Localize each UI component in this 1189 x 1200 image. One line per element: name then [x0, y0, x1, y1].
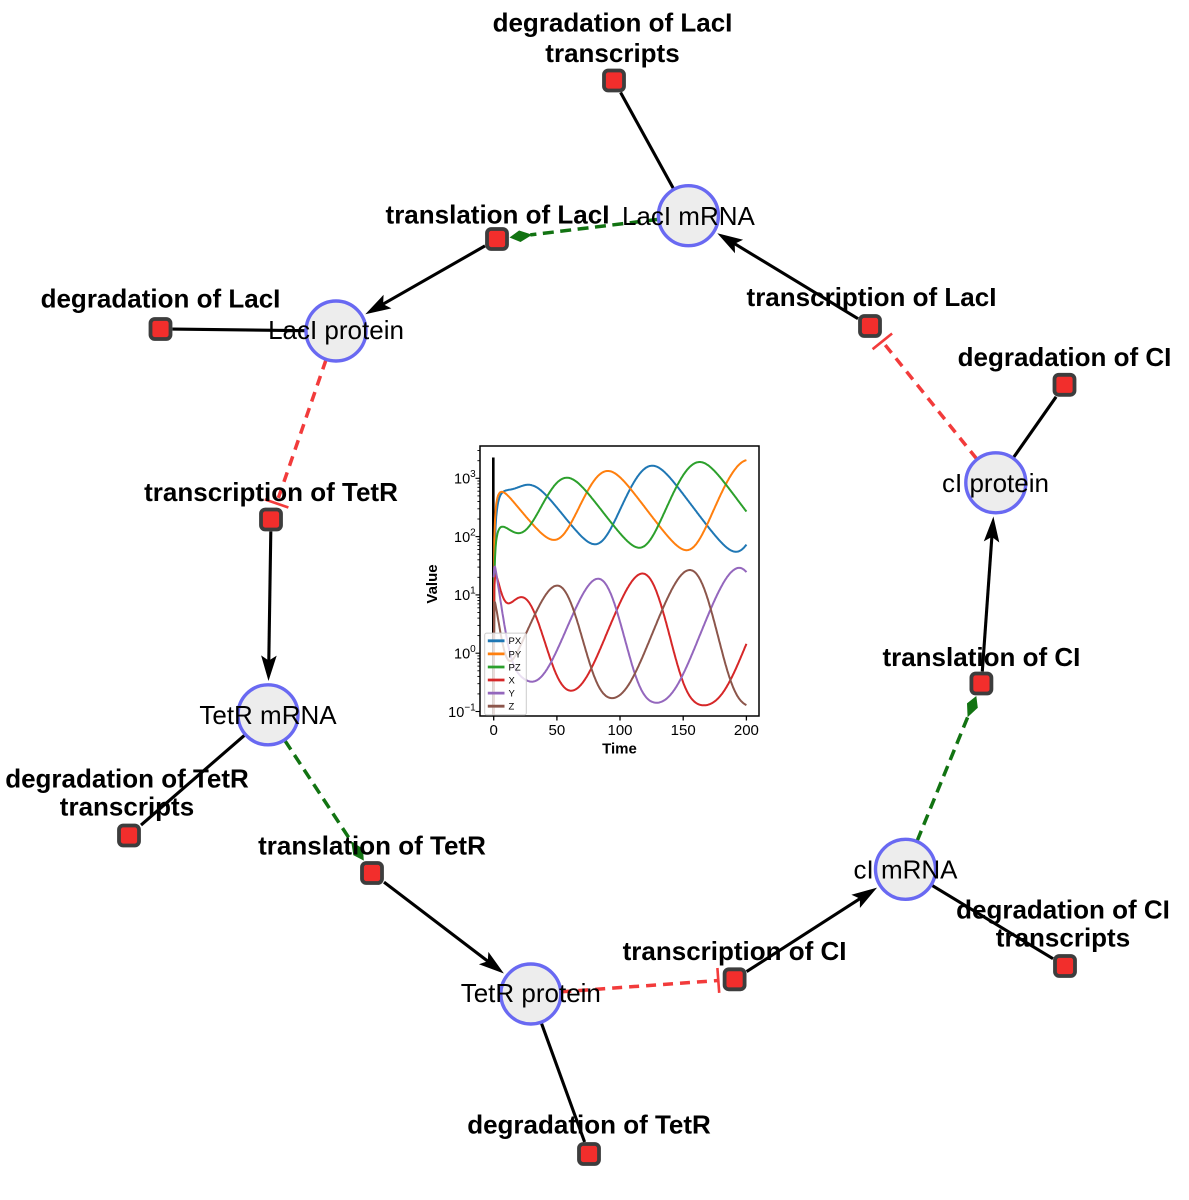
svg-text:degradation of CI: degradation of CI — [958, 342, 1172, 372]
svg-text:PZ: PZ — [509, 662, 521, 673]
svg-text:transcripts: transcripts — [996, 923, 1130, 953]
svg-text:LacI protein: LacI protein — [268, 315, 404, 345]
svg-text:Value: Value — [424, 564, 441, 603]
svg-text:translation of LacI: translation of LacI — [386, 200, 610, 230]
svg-text:TetR protein: TetR protein — [461, 978, 601, 1008]
svg-text:degradation of LacI: degradation of LacI — [493, 8, 733, 38]
svg-text:X: X — [509, 675, 516, 686]
svg-text:degradation of TetR: degradation of TetR — [467, 1110, 711, 1140]
svg-text:cI protein: cI protein — [942, 468, 1049, 498]
svg-text:transcripts: transcripts — [60, 792, 194, 822]
svg-text:transcripts: transcripts — [545, 38, 679, 68]
svg-text:150: 150 — [671, 722, 696, 739]
svg-text:100: 100 — [607, 722, 632, 739]
svg-text:transcription of LacI: transcription of LacI — [747, 282, 997, 312]
svg-text:translation of CI: translation of CI — [882, 642, 1080, 672]
svg-text:translation of TetR: translation of TetR — [258, 831, 486, 861]
svg-text:transcription of TetR: transcription of TetR — [144, 477, 398, 507]
svg-text:degradation of CI: degradation of CI — [956, 895, 1170, 925]
svg-text:cI mRNA: cI mRNA — [854, 855, 959, 885]
svg-text:50: 50 — [549, 722, 566, 739]
svg-text:200: 200 — [734, 722, 759, 739]
svg-text:degradation of TetR: degradation of TetR — [5, 764, 249, 794]
svg-text:degradation of LacI: degradation of LacI — [41, 284, 281, 314]
svg-text:PX: PX — [509, 636, 522, 647]
svg-text:Y: Y — [509, 689, 516, 700]
svg-text:TetR mRNA: TetR mRNA — [199, 700, 337, 730]
svg-text:0: 0 — [490, 722, 498, 739]
svg-text:transcription of CI: transcription of CI — [623, 936, 847, 966]
svg-text:Time: Time — [602, 741, 637, 758]
svg-text:LacI mRNA: LacI mRNA — [622, 201, 756, 231]
svg-text:PY: PY — [509, 649, 522, 660]
svg-text:Z: Z — [509, 702, 515, 713]
